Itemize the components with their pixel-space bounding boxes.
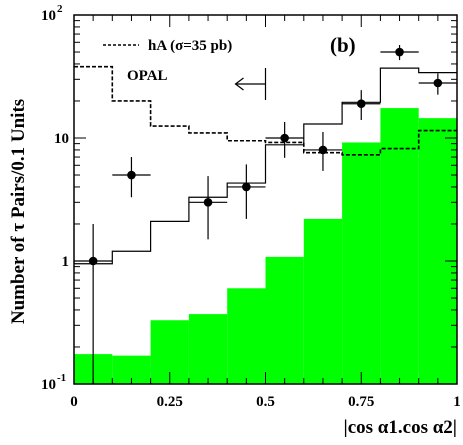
point-marker: [318, 145, 328, 155]
legend: hA (σ=35 pb) OPAL: [103, 38, 232, 84]
data-point-6: [342, 90, 381, 121]
point-marker: [356, 99, 366, 109]
filled-bin-8: [380, 108, 419, 384]
x-tick-label: 0: [70, 394, 78, 410]
x-axis-label: |cos α1.cos α2|: [344, 417, 457, 438]
filled-bin-7: [342, 142, 381, 384]
y-tick-label: 10: [54, 131, 69, 147]
data-point-2: [188, 176, 228, 240]
point-marker: [127, 170, 136, 180]
point-marker: [280, 133, 289, 143]
filled-histogram: [74, 108, 457, 384]
data-point-8: [418, 73, 457, 95]
data-point-7: [380, 45, 419, 61]
x-tick-label: 1: [453, 394, 461, 410]
point-marker: [433, 78, 443, 88]
data-point-5: [303, 131, 343, 171]
filled-bin-9: [418, 118, 457, 384]
x-tick-label: 0.5: [256, 394, 275, 410]
dashed-histogram-line: [74, 65, 457, 156]
y-tick-exponent: 2: [57, 3, 63, 15]
cut-arrow: [234, 68, 267, 100]
data-point-3: [227, 164, 266, 219]
point-marker: [88, 256, 98, 266]
data-point-1: [112, 157, 151, 198]
y-axis-label: Number of τ Pairs/0.1 Units: [8, 99, 29, 324]
legend-label-ha: hA (σ=35 pb): [148, 38, 232, 54]
legend-label-opal: OPAL: [127, 68, 168, 84]
y-tick-exponent: -1: [57, 372, 66, 384]
point-marker: [395, 47, 404, 57]
filled-bin-4: [227, 288, 266, 384]
y-tick-label: 10: [41, 8, 56, 24]
cut-arrow-head: [234, 77, 244, 91]
solid-histogram: [74, 67, 457, 265]
filled-bin-5: [265, 256, 304, 384]
point-marker: [242, 182, 251, 192]
y-tick-label: 10: [41, 377, 56, 393]
dashed-histogram: [74, 65, 457, 156]
x-tick-label: 0.25: [157, 394, 183, 410]
panel-label: (b): [330, 33, 356, 57]
x-tick-label: 0.75: [348, 394, 374, 410]
solid-histogram-line: [74, 67, 457, 265]
filled-bin-3: [188, 314, 228, 384]
y-tick-label: 1: [62, 254, 70, 270]
point-marker: [203, 198, 213, 207]
data-point-4: [265, 121, 304, 158]
filled-bin-6: [303, 218, 343, 384]
axis-ticks: [73, 15, 458, 385]
data-points: [74, 45, 457, 384]
